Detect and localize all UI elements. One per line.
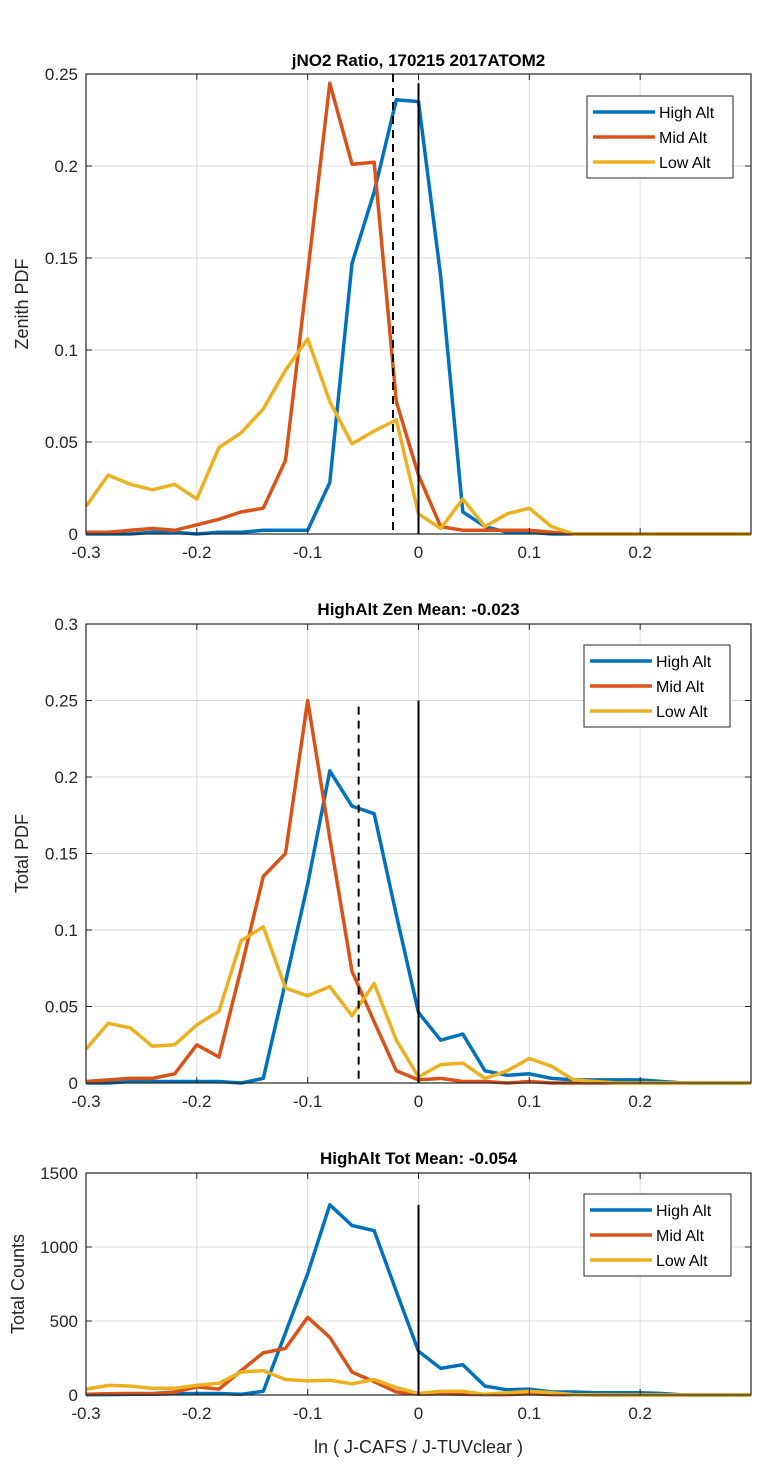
- x-tick-label: -0.3: [71, 1404, 100, 1423]
- y-tick-label: 0.15: [45, 845, 78, 864]
- y-tick-label: 1000: [40, 1238, 78, 1257]
- legend-item-mid-alt: Mid Alt: [590, 679, 705, 696]
- y-tick-label: 500: [50, 1312, 78, 1331]
- y-axis-label: Total Counts: [8, 1234, 28, 1334]
- x-tick-label: 0.2: [628, 543, 652, 562]
- legend-item-high-alt: High Alt: [590, 1203, 712, 1220]
- x-tick-label: -0.1: [293, 1092, 322, 1111]
- plot-title: HighAlt Tot Mean: -0.054: [320, 1149, 518, 1168]
- legend-item-high-alt: High Alt: [590, 654, 712, 671]
- panel-total-pdf: -0.3 -0.2 -0.1 0 0.1 0.2 0 0.05 0.1 0.15 0.2 0.25 0.…: [12, 600, 752, 1111]
- y-tick-label: 0: [69, 525, 78, 544]
- legend: High Alt Mid Alt Low Alt: [583, 644, 731, 728]
- legend-label: High Alt: [656, 654, 712, 671]
- legend-item-low-alt: Low Alt: [593, 155, 711, 172]
- reference-lines: [392, 74, 420, 534]
- axes: -0.3 -0.2 -0.1 0 0.1 0.2 0 0.05 0.1 0.15 0.2 0.25 0.…: [45, 615, 752, 1111]
- x-tick-label: 0.1: [518, 543, 542, 562]
- x-tick-label: 0.2: [628, 1092, 652, 1111]
- y-tick-label: 0: [69, 1386, 78, 1405]
- y-tick-label: 0.15: [45, 249, 78, 268]
- legend-label: Mid Alt: [659, 130, 708, 147]
- legend-item-high-alt: High Alt: [593, 105, 715, 122]
- x-tick-label: 0: [414, 543, 423, 562]
- legend-item-low-alt: Low Alt: [590, 1253, 708, 1270]
- x-tick-label: 0.2: [628, 1404, 652, 1423]
- legend-label: Low Alt: [656, 704, 708, 721]
- x-tick-label: -0.3: [71, 543, 100, 562]
- y-tick-label: 0.25: [45, 692, 78, 711]
- legend-label: High Alt: [656, 1203, 712, 1220]
- x-tick-label: 0: [414, 1404, 423, 1423]
- legend-label: High Alt: [659, 105, 715, 122]
- y-tick-label: 0.05: [45, 998, 78, 1017]
- x-tick-label: -0.2: [182, 1404, 211, 1423]
- axes: -0.3 -0.2 -0.1 0 0.1 0.2 0 500 1000 1500: [40, 1164, 752, 1423]
- y-axis-label: Zenith PDF: [12, 258, 32, 349]
- y-axis-label: Total PDF: [12, 814, 32, 893]
- panel-total-counts: -0.3 -0.2 -0.1 0 0.1 0.2 0 500 1000 1500 HighAlt …: [8, 1149, 752, 1457]
- y-tick-label: 0.2: [54, 157, 78, 176]
- plot-title: jNO2 Ratio, 170215 2017ATOM2: [291, 51, 546, 70]
- legend-item-low-alt: Low Alt: [590, 704, 708, 721]
- x-tick-label: -0.2: [182, 543, 211, 562]
- y-tick-label: 0.1: [54, 921, 78, 940]
- x-tick-label: 0.1: [518, 1092, 542, 1111]
- legend-label: Low Alt: [659, 155, 711, 172]
- legend: High Alt Mid Alt Low Alt: [583, 1193, 732, 1277]
- plot-title: HighAlt Zen Mean: -0.023: [317, 600, 519, 619]
- x-tick-label: 0.1: [518, 1404, 542, 1423]
- y-tick-label: 0: [69, 1074, 78, 1093]
- x-axis-label: ln ( J-CAFS / J-TUVclear ): [314, 1437, 523, 1457]
- reference-lines: [357, 700, 420, 1083]
- y-tick-label: 0.25: [45, 65, 78, 84]
- x-tick-label: -0.2: [182, 1092, 211, 1111]
- y-tick-label: 0.3: [54, 615, 78, 634]
- x-tick-label: 0: [414, 1092, 423, 1111]
- y-tick-label: 0.05: [45, 433, 78, 452]
- legend-label: Low Alt: [656, 1253, 708, 1270]
- legend-item-mid-alt: Mid Alt: [593, 130, 708, 147]
- y-tick-label: 0.2: [54, 768, 78, 787]
- legend-label: Mid Alt: [656, 1228, 705, 1245]
- y-tick-label: 1500: [40, 1164, 78, 1183]
- x-tick-label: -0.1: [293, 543, 322, 562]
- legend: High Alt Mid Alt Low Alt: [586, 95, 734, 179]
- legend-label: Mid Alt: [656, 679, 705, 696]
- y-tick-label: 0.1: [54, 341, 78, 360]
- x-tick-label: -0.3: [71, 1092, 100, 1111]
- panel-zenith-pdf: -0.3 -0.2 -0.1 0 0.1 0.2 0 0.05 0.1 0.15 0.2 0.25 j…: [12, 51, 752, 562]
- x-tick-label: -0.1: [293, 1404, 322, 1423]
- legend-item-mid-alt: Mid Alt: [590, 1228, 705, 1245]
